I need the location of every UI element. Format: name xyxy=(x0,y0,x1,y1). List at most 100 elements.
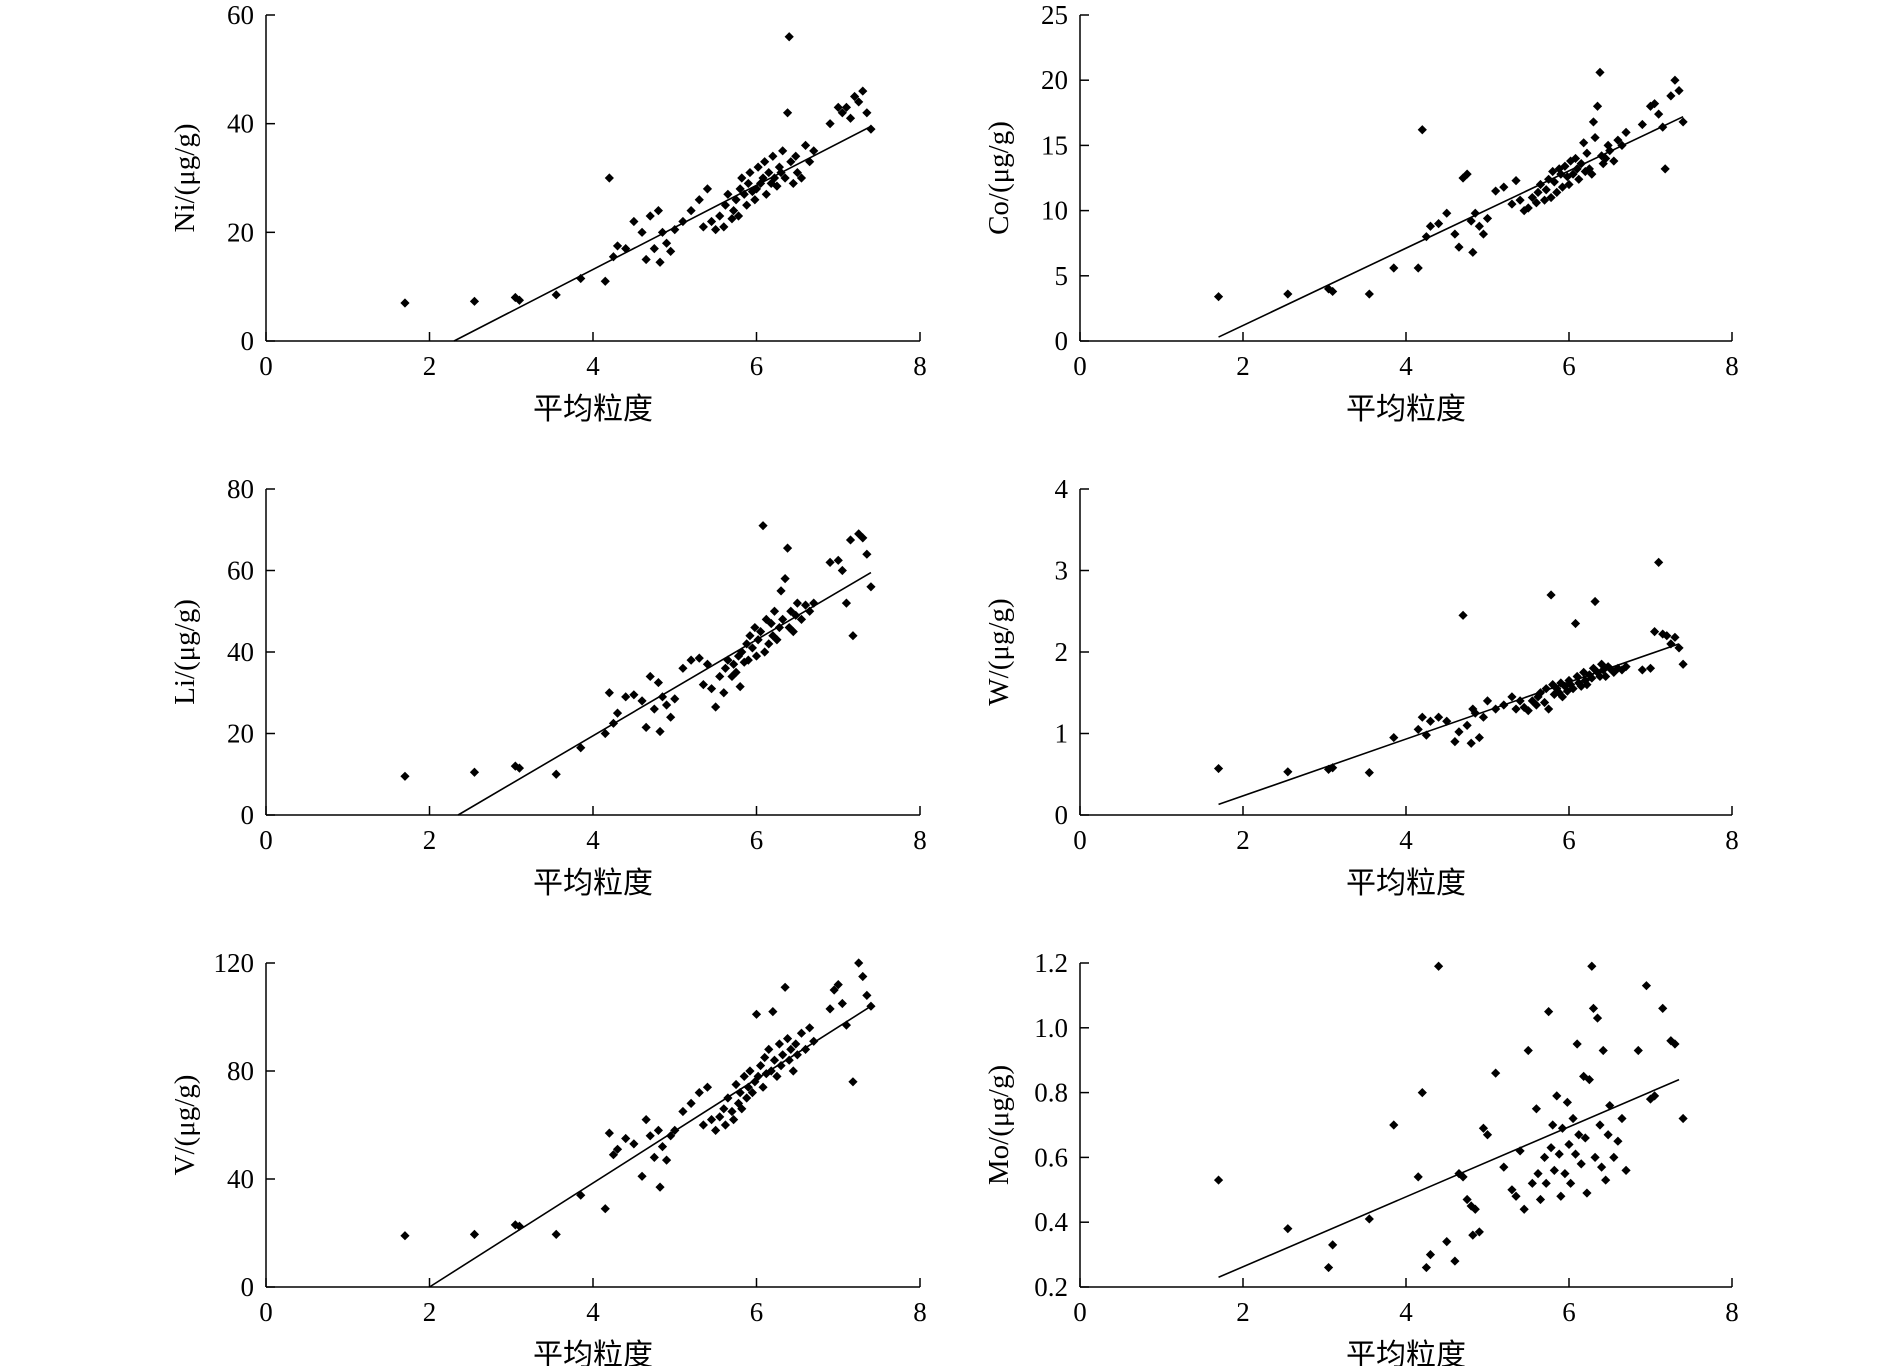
data-point xyxy=(1364,289,1374,299)
data-point xyxy=(666,712,676,722)
y-tick-label: 0 xyxy=(241,800,255,830)
x-tick-label: 6 xyxy=(1562,1297,1576,1327)
data-point xyxy=(755,1061,766,1071)
data-point xyxy=(784,32,794,42)
data-point xyxy=(780,173,790,183)
data-point xyxy=(1539,1152,1550,1162)
data-point xyxy=(1523,203,1533,213)
data-point xyxy=(1417,1088,1427,1098)
y-tick-label: 80 xyxy=(227,474,254,504)
data-point xyxy=(1660,164,1670,174)
data-point xyxy=(657,692,668,702)
data-point xyxy=(1574,174,1584,184)
data-point xyxy=(1674,86,1684,96)
data-point xyxy=(1662,631,1672,641)
data-point xyxy=(661,700,672,710)
data-point xyxy=(1434,219,1444,229)
data-point xyxy=(768,1007,778,1017)
data-point xyxy=(600,1204,610,1214)
data-point xyxy=(1613,1136,1623,1146)
data-point xyxy=(1389,263,1399,273)
data-point xyxy=(719,1104,729,1114)
y-axis-title: V/(μg/g) xyxy=(169,1075,201,1176)
data-point xyxy=(1482,213,1493,224)
data-point xyxy=(737,647,747,657)
data-point xyxy=(1582,148,1592,158)
x-tick-label: 4 xyxy=(1399,351,1413,381)
data-point xyxy=(1592,1013,1603,1023)
data-point xyxy=(702,184,713,194)
data-point xyxy=(1621,662,1631,672)
data-point xyxy=(1588,117,1599,127)
data-point xyxy=(1546,192,1556,203)
data-point xyxy=(715,211,725,221)
y-tick-label: 40 xyxy=(227,1164,254,1194)
data-point xyxy=(1450,737,1460,747)
data-point xyxy=(772,1071,782,1081)
data-point xyxy=(514,1221,525,1231)
data-point xyxy=(1442,208,1452,218)
data-point xyxy=(750,195,760,205)
data-point xyxy=(1637,119,1647,130)
data-point xyxy=(1557,182,1568,192)
data-point xyxy=(1507,1185,1517,1195)
x-axis-title: 平均粒度 xyxy=(1346,393,1466,426)
data-point xyxy=(698,222,708,232)
data-point xyxy=(576,743,586,753)
data-point xyxy=(841,1020,852,1030)
data-point xyxy=(866,1001,876,1011)
chart-panel-top-left: 0 2 4 6 8 0 20 40 60 平均粒度 Ni/(μg/g) xyxy=(169,0,927,426)
data-point xyxy=(854,958,864,968)
data-point xyxy=(743,655,753,665)
data-point xyxy=(1544,174,1554,184)
data-point xyxy=(1562,1097,1572,1107)
data-point xyxy=(1598,665,1608,675)
data-point xyxy=(1462,720,1472,730)
data-point xyxy=(1454,242,1464,252)
data-point xyxy=(715,671,725,682)
data-point xyxy=(1515,696,1525,706)
data-point xyxy=(653,1125,663,1135)
data-point xyxy=(1458,610,1468,620)
data-point xyxy=(848,1077,858,1087)
data-point xyxy=(723,189,733,199)
y-tick-label: 4 xyxy=(1055,474,1069,504)
data-point xyxy=(747,1088,758,1098)
data-point xyxy=(1478,712,1489,722)
x-tick-label: 2 xyxy=(1236,825,1250,855)
data-point xyxy=(829,985,839,995)
data-point xyxy=(1678,659,1688,669)
data-point xyxy=(745,1066,755,1076)
data-point xyxy=(1421,232,1431,242)
data-point xyxy=(747,643,758,653)
x-tick-label: 0 xyxy=(259,351,273,381)
data-point xyxy=(825,119,835,129)
data-point xyxy=(1474,1227,1484,1237)
data-point xyxy=(1579,138,1589,148)
data-point xyxy=(766,1066,776,1076)
data-point xyxy=(788,627,798,637)
data-point xyxy=(727,1106,737,1117)
regression-line xyxy=(1218,115,1684,338)
data-point xyxy=(1587,673,1597,683)
data-point xyxy=(629,216,639,227)
data-point xyxy=(1552,1091,1562,1101)
data-point xyxy=(750,1077,760,1087)
data-point xyxy=(747,186,758,197)
x-tick-label: 2 xyxy=(1236,351,1250,381)
data-point xyxy=(854,97,864,107)
data-point xyxy=(1527,1178,1537,1188)
data-point xyxy=(1572,671,1582,682)
data-point xyxy=(1590,596,1600,607)
data-point xyxy=(1570,1149,1581,1159)
data-point xyxy=(649,1152,659,1162)
data-point xyxy=(729,659,739,669)
data-point xyxy=(796,1028,807,1038)
data-point xyxy=(735,184,745,194)
data-point xyxy=(776,586,786,596)
data-point xyxy=(1491,186,1501,196)
data-point xyxy=(760,157,770,167)
data-point xyxy=(758,521,768,531)
data-point xyxy=(723,655,733,665)
